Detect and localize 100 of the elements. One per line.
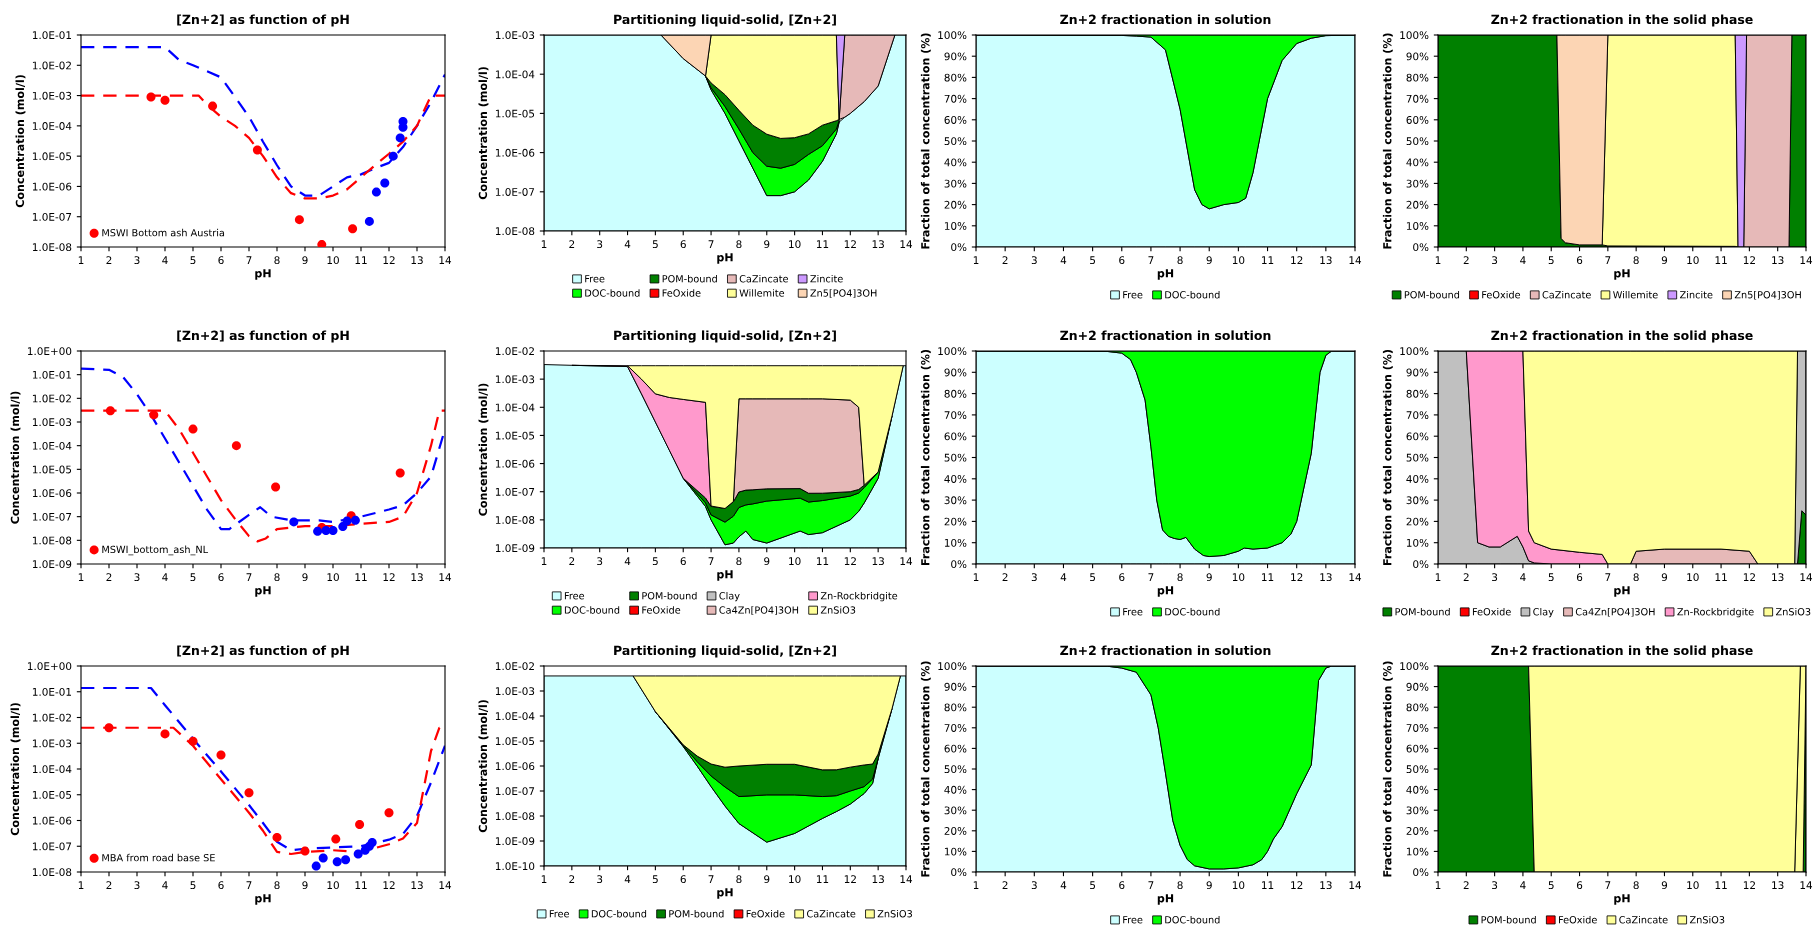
y-tick-label: 70%: [944, 94, 967, 103]
x-tick-label: 4: [624, 240, 631, 248]
legend-label: FeOxide: [1559, 915, 1597, 924]
x-tick-label: 6: [218, 256, 224, 265]
x-tick-label: 14: [1349, 881, 1362, 889]
y-tick-label: 0%: [951, 560, 967, 569]
x-tick-label: 13: [411, 573, 423, 582]
point: [289, 517, 299, 527]
point: [208, 101, 218, 111]
y-tick-label: 1.0E-02: [32, 713, 71, 722]
y-tick-label: 1.0E-07: [32, 512, 72, 521]
y-tick-label: 1.0E-02: [495, 662, 534, 671]
point: [355, 819, 365, 829]
x-tick-label: 4: [1060, 573, 1067, 581]
point: [271, 482, 281, 492]
point: [367, 837, 377, 847]
legend-label: Willemite: [1613, 290, 1658, 299]
y-tick-label: 1.0E-07: [495, 787, 535, 796]
y-tick-label: 50%: [1406, 765, 1429, 774]
y-tick-label: 1.0E-05: [495, 109, 535, 118]
point: [318, 853, 328, 863]
point: [188, 424, 198, 434]
legend-label: Free: [1123, 916, 1143, 924]
y-tick-label: 1.0E-06: [32, 489, 72, 498]
chart-title: Zn+2 fractionation in the solid phase: [1491, 330, 1753, 343]
y-tick-label: 1.0E-04: [32, 765, 72, 774]
x-tick-label: 8: [1633, 573, 1639, 582]
x-tick-label: 4: [624, 557, 631, 565]
point: [317, 240, 327, 247]
legend-label: MSWI Bottom ash Austria: [102, 228, 225, 237]
y-tick-label: 0%: [951, 243, 967, 252]
y-axis-title: Concentration (mol/l): [478, 383, 489, 516]
y-tick-label: 1.0E-05: [32, 465, 72, 474]
y-tick-label: 1.0E-06: [495, 148, 535, 157]
x-tick-label: 7: [1605, 256, 1611, 264]
x-tick-label: 12: [383, 881, 395, 889]
x-tick-label: 10: [1232, 256, 1245, 265]
y-tick-label: 80%: [944, 703, 967, 712]
x-tick-label: 8: [736, 557, 742, 566]
x-tick-label: 5: [1090, 573, 1096, 582]
x-tick-label: 5: [652, 240, 658, 249]
x-tick-label: 13: [1320, 881, 1332, 890]
legend-label: CaZincate: [739, 274, 789, 283]
x-tick-label: 2: [1002, 573, 1008, 581]
y-tick-label: 1.0E-05: [495, 431, 535, 440]
legend-label: POM-bound: [1395, 607, 1450, 616]
y-tick-label: 50%: [944, 453, 967, 462]
point: [350, 515, 360, 525]
x-tick-label: 9: [302, 573, 308, 582]
y-tick-label: 1.0E-04: [32, 441, 72, 450]
y-axis-title: Fraction of total concentration (%): [1382, 349, 1393, 565]
y-tick-label: 80%: [944, 73, 967, 82]
x-tick-label: 2: [569, 240, 575, 248]
x-tick-label: 1: [541, 557, 547, 565]
x-tick-label: 6: [680, 875, 686, 884]
y-tick-label: 100%: [938, 662, 967, 671]
y-tick-label: 30%: [1406, 806, 1429, 815]
x-tick-label: 11: [816, 557, 829, 565]
legend-label: POM-bound: [642, 591, 697, 600]
y-axis-title: Concentration (mol/l): [478, 67, 489, 200]
y-tick-label: 1.0E-07: [32, 212, 72, 221]
y-tick-label: 40%: [944, 158, 967, 167]
x-tick-label: 3: [1492, 573, 1498, 582]
point: [348, 224, 358, 234]
x-tick-label: 1: [973, 573, 979, 581]
x-tick-label: 1: [1435, 881, 1441, 889]
y-tick-label: 1.0E-06: [495, 762, 535, 771]
x-tick-label: 13: [872, 240, 884, 249]
x-tick-label: 8: [1633, 256, 1639, 265]
chart-title: Partitioning liquid-solid, [Zn+2]: [614, 330, 836, 343]
x-tick-label: 13: [411, 881, 423, 890]
x-tick-label: 12: [1291, 256, 1303, 264]
point: [364, 216, 374, 226]
y-tick-label: 1.0E-04: [495, 403, 535, 412]
y-tick-label: 1.0E-09: [495, 544, 535, 553]
y-tick-label: 50%: [944, 137, 967, 146]
x-tick-label: 10: [1687, 256, 1699, 265]
x-axis-title: pH: [717, 888, 733, 899]
y-tick-label: 20%: [944, 200, 967, 209]
x-tick-label: 1: [973, 256, 979, 264]
legend-label: Willemite: [739, 289, 785, 297]
x-tick-label: 2: [1463, 256, 1469, 264]
x-tick-label: 14: [900, 240, 913, 248]
y-tick-label: 100%: [1400, 31, 1429, 40]
y-tick-label: 20%: [944, 827, 967, 835]
chart-title: Partitioning liquid-solid, [Zn+2]: [614, 14, 836, 27]
y-tick-label: 30%: [944, 496, 967, 505]
x-tick-label: 4: [162, 573, 168, 581]
chart-title: [Zn+2] as function of pH: [177, 14, 349, 27]
y-tick-label: 50%: [1406, 137, 1429, 146]
y-tick-label: 40%: [1406, 785, 1429, 794]
x-axis-title: pH: [1614, 586, 1630, 597]
y-tick-label: 1.0E-02: [32, 394, 71, 403]
x-tick-label: 3: [1492, 256, 1498, 265]
line-series: [81, 45, 445, 197]
y-tick-label: 0%: [1413, 868, 1429, 877]
x-tick-label: 1: [78, 881, 84, 889]
x-tick-label: 10: [1687, 573, 1699, 582]
x-tick-label: 14: [1800, 881, 1813, 889]
x-tick-label: 1: [541, 875, 547, 883]
